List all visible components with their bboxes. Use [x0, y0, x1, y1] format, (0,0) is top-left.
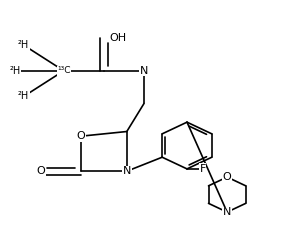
Text: ²H: ²H: [18, 91, 29, 102]
Text: N: N: [140, 66, 148, 76]
Text: ²H: ²H: [10, 66, 21, 76]
Text: ²H: ²H: [18, 40, 29, 50]
Text: N: N: [223, 207, 231, 217]
Text: O: O: [223, 172, 232, 182]
Text: N: N: [123, 166, 131, 176]
Text: O: O: [77, 131, 85, 141]
Text: O: O: [37, 166, 45, 176]
Text: F: F: [200, 164, 206, 174]
Text: OH: OH: [110, 33, 127, 43]
Text: ¹³C: ¹³C: [57, 66, 71, 75]
